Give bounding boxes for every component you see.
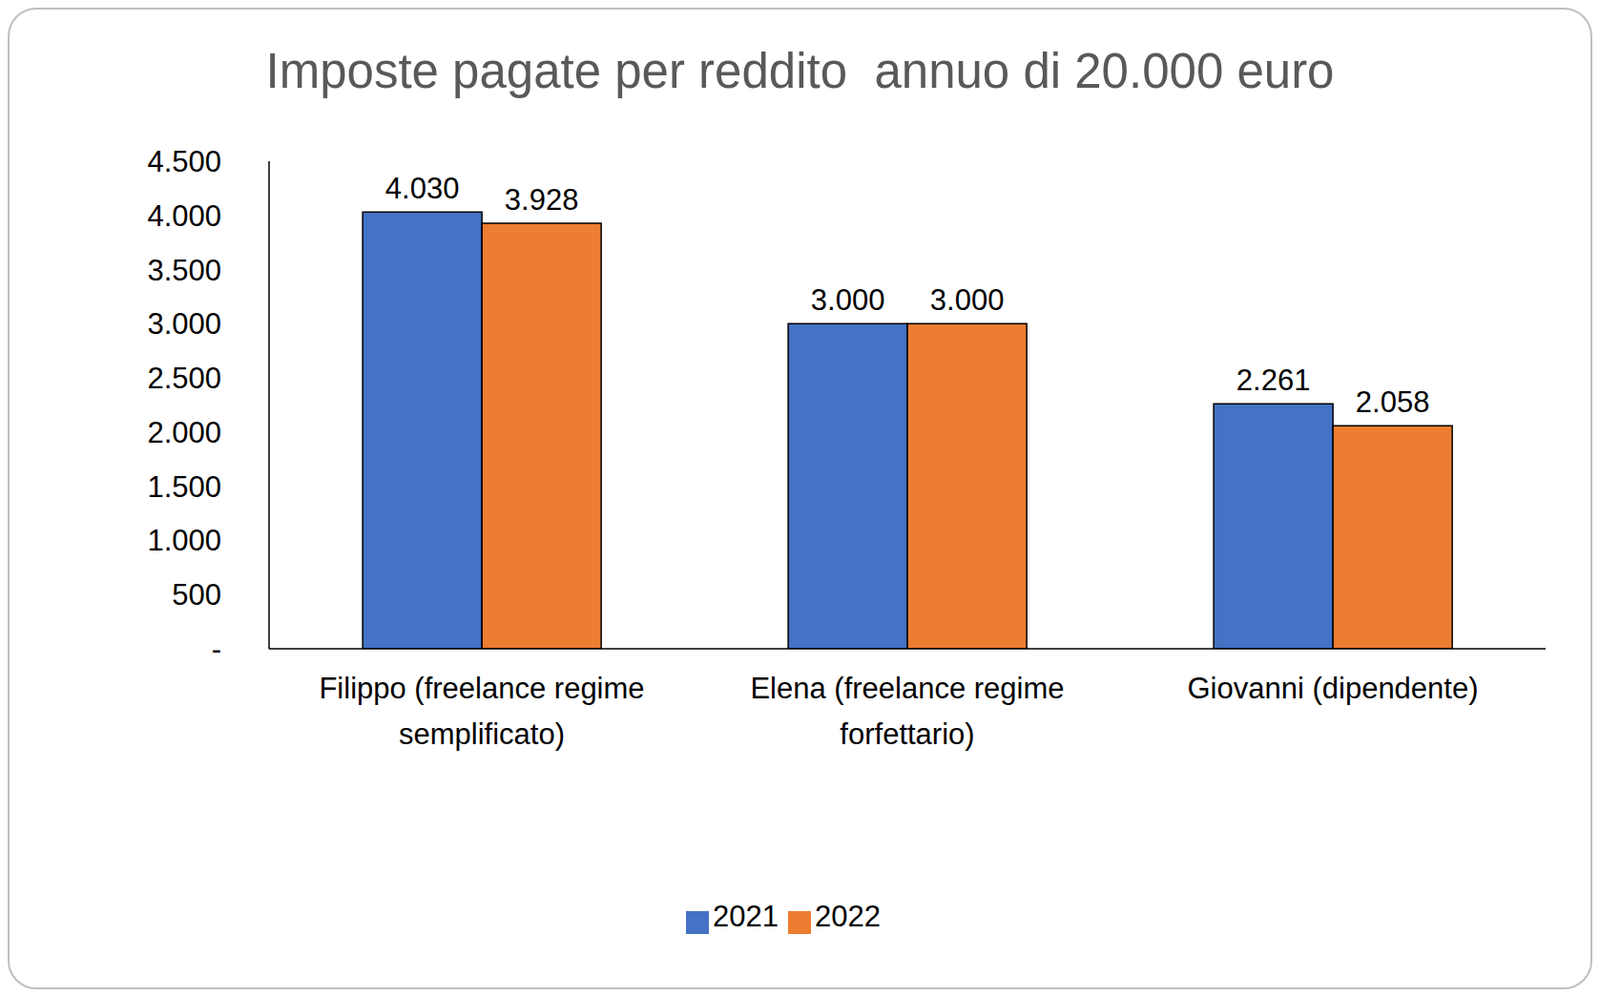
svg-text:4.000: 4.000: [146, 199, 222, 233]
svg-text:3.928: 3.928: [504, 183, 580, 217]
svg-text:Filippo (freelance regimesempl: Filippo (freelance regimesemplificato): [318, 671, 645, 751]
html-text:Imposte pagate per reddito ann: Imposte pagate per reddito annuo di 20.0…: [265, 43, 1335, 98]
svg-text:1.000: 1.000: [146, 523, 222, 558]
svg-text:Giovanni (dipendente): Giovanni (dipendente): [1186, 671, 1478, 706]
svg-text:2.500: 2.500: [146, 361, 222, 395]
svg-text:500: 500: [171, 578, 222, 612]
svg-text:2.261: 2.261: [1236, 363, 1311, 397]
svg-text:4.500: 4.500: [146, 145, 222, 179]
svg-text:3.000: 3.000: [930, 283, 1005, 317]
svg-text:Elena (freelance regimeforfett: Elena (freelance regimeforfettario): [749, 671, 1064, 751]
svg-text:-: -: [211, 632, 222, 666]
svg-text:2.058: 2.058: [1355, 385, 1431, 419]
html-text:2021: 2021: [712, 899, 779, 934]
svg-text:3.000: 3.000: [146, 307, 222, 341]
html-text:2022: 2022: [814, 899, 881, 934]
svg-text:2.000: 2.000: [146, 415, 222, 450]
svg-text:4.030: 4.030: [385, 171, 460, 206]
svg-text:3.000: 3.000: [810, 283, 886, 317]
svg-text:3.500: 3.500: [146, 253, 222, 288]
svg-text:1.500: 1.500: [146, 470, 222, 504]
